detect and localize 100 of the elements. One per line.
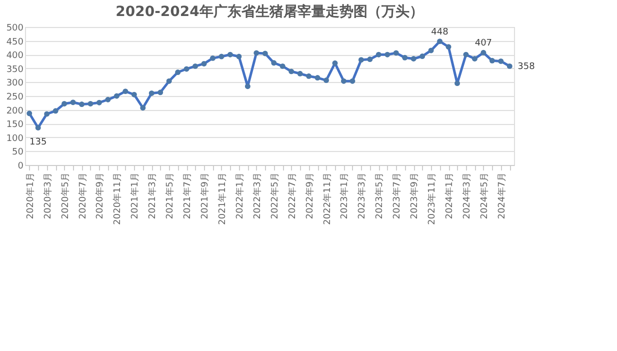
y-tick-label: 400 xyxy=(6,51,24,62)
point xyxy=(463,52,469,58)
x-tick-label: 2022年5月 xyxy=(269,172,280,220)
point xyxy=(175,70,181,75)
point xyxy=(358,57,364,63)
point xyxy=(166,78,172,84)
y-tick-label: 200 xyxy=(6,106,24,116)
point xyxy=(314,75,320,81)
point xyxy=(44,111,50,117)
x-tick-label: 2020年5月 xyxy=(60,172,71,220)
y-tick-label: 250 xyxy=(6,92,24,102)
point xyxy=(227,52,233,58)
data-label: 407 xyxy=(474,38,492,49)
x-tick-label: 2021年3月 xyxy=(147,172,158,220)
data-label: 135 xyxy=(30,138,47,148)
x-tick-label: 2023年11月 xyxy=(426,172,438,225)
x-tick-label: 2020年9月 xyxy=(94,172,106,220)
y-tick-label: 350 xyxy=(6,64,24,75)
point xyxy=(454,80,460,86)
point xyxy=(306,73,312,79)
point xyxy=(114,93,120,99)
x-tick-label: 2022年7月 xyxy=(286,172,298,220)
point xyxy=(446,44,452,50)
x-tick-label: 2023年7月 xyxy=(392,172,403,220)
point xyxy=(437,38,443,44)
point xyxy=(420,54,426,59)
point xyxy=(236,54,242,60)
y-tick-label: 150 xyxy=(6,120,24,130)
y-tick-label: 50 xyxy=(12,148,24,158)
x-tick-label: 2024年1月 xyxy=(444,172,456,220)
point xyxy=(70,100,76,106)
point xyxy=(480,50,486,56)
x-tick-label: 2021年7月 xyxy=(182,172,194,220)
point xyxy=(131,92,137,98)
point xyxy=(297,70,303,76)
point xyxy=(271,60,277,66)
point xyxy=(280,63,286,69)
point xyxy=(376,52,382,58)
x-tick-label: 2022年9月 xyxy=(304,172,316,220)
point xyxy=(201,60,207,66)
x-tick-label: 2020年3月 xyxy=(42,172,54,220)
x-tick-label: 2024年7月 xyxy=(496,172,508,220)
x-tick-label: 2021年11月 xyxy=(216,172,228,225)
point xyxy=(489,58,495,64)
point xyxy=(158,90,164,96)
point xyxy=(340,78,346,84)
x-tick-label: 2020年11月 xyxy=(112,172,124,225)
point xyxy=(244,84,250,90)
x-tick-label: 2023年9月 xyxy=(409,172,420,220)
point xyxy=(122,88,128,94)
point xyxy=(262,50,268,56)
x-tick-label: 2021年1月 xyxy=(130,172,141,220)
point xyxy=(384,52,390,58)
point xyxy=(210,55,216,61)
x-tick-label: 2021年5月 xyxy=(164,172,176,220)
point xyxy=(140,105,146,111)
point xyxy=(184,66,190,72)
x-tick-label: 2020年7月 xyxy=(77,172,88,220)
x-tick-label: 2024年5月 xyxy=(478,172,490,220)
x-tick-label: 2022年11月 xyxy=(322,172,333,225)
point xyxy=(428,48,434,54)
point xyxy=(96,100,102,106)
point xyxy=(472,56,478,62)
point xyxy=(105,96,111,102)
point xyxy=(62,100,68,106)
point xyxy=(410,56,416,62)
x-tick-label: 2024年3月 xyxy=(461,172,472,220)
point xyxy=(254,50,260,56)
x-tick-label: 2023年5月 xyxy=(374,172,386,220)
point xyxy=(26,110,32,116)
x-tick-label: 2022年1月 xyxy=(234,172,246,220)
x-tick-label: 2022年3月 xyxy=(252,172,263,220)
point xyxy=(402,54,408,60)
point xyxy=(332,60,338,66)
point xyxy=(79,102,84,108)
point xyxy=(288,68,294,74)
point xyxy=(35,125,41,130)
point xyxy=(148,90,154,96)
y-tick-label: 300 xyxy=(6,78,24,89)
point xyxy=(498,58,504,64)
x-tick-label: 2023年3月 xyxy=(356,172,368,220)
x-tick-label: 2021年9月 xyxy=(200,172,211,220)
y-tick-label: 500 xyxy=(6,24,24,34)
y-tick-label: 450 xyxy=(6,37,24,48)
point xyxy=(192,63,198,69)
point xyxy=(88,100,94,106)
point xyxy=(324,78,329,83)
chart-title: 2020-2024年广东省生猪屠宰量走势图（万头） xyxy=(116,3,424,20)
x-tick-label: 2023年1月 xyxy=(339,172,350,220)
point xyxy=(506,63,512,69)
y-tick-label: 100 xyxy=(6,134,24,144)
point xyxy=(393,50,399,56)
y-tick-label: 0 xyxy=(18,162,24,172)
point xyxy=(350,78,356,84)
data-label: 358 xyxy=(518,62,536,72)
point xyxy=(367,56,373,62)
point xyxy=(218,54,224,60)
point xyxy=(52,108,58,114)
x-tick-label: 2020年1月 xyxy=(24,172,36,220)
data-label: 448 xyxy=(431,27,449,38)
